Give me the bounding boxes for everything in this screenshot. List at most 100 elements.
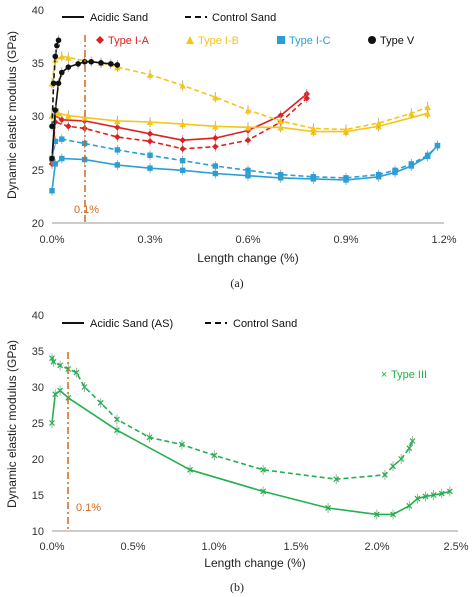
legend-type-v-label: Type V — [380, 35, 415, 47]
data-point-type-i-b — [55, 110, 62, 117]
data-point-type-i-b — [212, 94, 219, 101]
data-point-type-i-b — [81, 114, 88, 121]
data-point-type-i-c — [245, 167, 251, 174]
chart-b-x-tick-label: 1.5% — [283, 541, 308, 553]
chart-b-x-axis-title: Length change (%) — [204, 556, 305, 570]
data-point-type-i-b — [342, 126, 350, 133]
data-point-type-iii — [211, 452, 218, 459]
data-point-type-iii — [406, 445, 413, 452]
legend-acidic-sand-as-label: Acidic Sand (AS) — [90, 318, 173, 330]
data-point-type-iii — [398, 456, 405, 462]
data-point-type-i-b — [58, 53, 65, 60]
chart-a-x-axis-title: Length change (%) — [197, 251, 298, 265]
chart-b-x-tick-label: 2.0% — [364, 541, 389, 553]
data-point-type-i-a — [65, 123, 72, 130]
chart-b-y-tick-label: 25 — [32, 418, 44, 430]
chart-a-x-tick-label: 0.6% — [235, 234, 260, 246]
data-point-type-v — [59, 69, 65, 76]
data-point-type-iii — [422, 493, 429, 500]
data-point-type-i-b — [277, 117, 284, 125]
chart-b-x-tick-label: 1.0% — [201, 541, 226, 553]
series-line-type-i-a — [51, 97, 308, 161]
chart-b-x-tick-label: 0.5% — [120, 541, 145, 553]
chart-b-threshold-label: 0.1% — [76, 502, 101, 514]
data-point-type-i-c — [59, 136, 65, 142]
data-point-type-i-c — [147, 165, 153, 171]
chart-a-y-tick-label: 40 — [32, 5, 44, 17]
data-point-type-i-a — [114, 124, 121, 131]
data-point-type-i-c — [52, 138, 58, 144]
data-point-type-v — [65, 64, 72, 70]
chart-a-caption: (a) — [230, 276, 243, 290]
chart-a-y-tick-label: 30 — [32, 111, 44, 123]
data-point-type-i-a — [277, 112, 284, 119]
data-point-type-v — [108, 61, 114, 67]
data-point-type-iii — [446, 488, 453, 495]
data-point-type-v — [114, 62, 121, 68]
legend-type-i-b-label: Type I-B — [198, 35, 239, 47]
data-point-type-i-b — [277, 124, 284, 131]
data-point-type-i-a — [58, 116, 65, 123]
data-point-type-i-c — [59, 155, 65, 162]
data-point-type-i-b — [244, 106, 252, 114]
data-point-type-i-c — [245, 173, 251, 179]
data-point-type-i-c — [114, 147, 121, 153]
data-point-type-v — [52, 53, 59, 60]
data-point-type-i-c — [212, 163, 219, 169]
chart-b-x-tick-label: 0.0% — [39, 541, 64, 553]
chart-a: 0.0% 0.3% 0.6% 0.9% 1.2% 20 25 30 35 40 … — [5, 5, 457, 290]
data-point-type-i-b — [244, 124, 252, 131]
data-point-type-i-c — [375, 171, 382, 178]
chart-a-y-tick-label: 20 — [32, 218, 44, 230]
data-point-type-iii — [409, 438, 416, 444]
data-point-type-v — [75, 61, 81, 67]
chart-a-y-tick-label: 35 — [32, 58, 44, 70]
data-point-type-i-b — [310, 125, 317, 132]
data-point-type-i-c — [434, 142, 441, 149]
data-point-type-iii — [49, 420, 55, 426]
data-point-type-iii — [73, 369, 80, 376]
data-point-type-i-b — [65, 112, 72, 119]
data-point-type-iii — [260, 466, 267, 473]
data-point-type-iii — [50, 358, 57, 365]
data-point-type-i-a — [146, 138, 154, 145]
data-point-type-v — [98, 60, 104, 66]
data-point-type-iii — [81, 384, 88, 390]
chart-b-y-tick-label: 30 — [32, 382, 44, 394]
data-point-type-i-b — [375, 119, 382, 127]
series-type-i-c-acidic-sand — [49, 140, 441, 196]
data-point-type-iii — [406, 502, 413, 509]
chart-a-legend: Acidic Sand Control Sand Type I-A Type I… — [62, 12, 415, 47]
chart-b-x-tick-label: 2.5% — [443, 541, 468, 553]
chart-b-series-layer — [49, 353, 453, 520]
data-point-type-i-c — [310, 174, 317, 180]
data-point-type-i-a — [212, 134, 219, 142]
data-point-type-iii — [52, 391, 59, 398]
data-point-type-iii — [438, 490, 445, 497]
chart-a-x-tick-labels: 0.0% 0.3% 0.6% 0.9% 1.2% — [39, 234, 456, 246]
data-point-type-iii — [146, 434, 153, 441]
chart-b-y-tick-label: 35 — [32, 346, 44, 358]
data-point-type-i-b — [65, 54, 72, 61]
data-point-type-i-a — [303, 95, 310, 102]
series-type-iii-control-sand — [49, 353, 416, 485]
data-point-type-i-c — [212, 170, 219, 177]
data-point-type-v — [52, 107, 59, 113]
chart-a-series-layer — [48, 35, 441, 196]
series-type-v-acidic-sand — [49, 56, 121, 164]
data-point-type-iii — [414, 495, 421, 502]
chart-a-y-tick-labels: 20 25 30 35 40 — [32, 5, 44, 230]
legend-x-marker: × — [381, 369, 387, 381]
data-point-type-i-b — [424, 103, 431, 111]
data-point-type-i-c — [49, 188, 55, 194]
data-point-type-v — [50, 80, 57, 87]
chart-a-y-tick-label: 25 — [32, 165, 44, 177]
chart-b-x-tick-labels: 0.0% 0.5% 1.0% 1.5% 2.0% 2.5% — [39, 541, 468, 553]
chart-b: 0.0% 0.5% 1.0% 1.5% 2.0% 2.5% 10 15 20 2… — [5, 310, 469, 594]
series-type-v-control-sand — [49, 35, 62, 132]
data-point-type-v — [88, 58, 94, 65]
chart-a-x-tick-label: 0.3% — [137, 234, 162, 246]
chart-b-legend: Acidic Sand (AS) Control Sand × Type III — [62, 318, 427, 381]
data-point-type-iii — [381, 471, 388, 478]
